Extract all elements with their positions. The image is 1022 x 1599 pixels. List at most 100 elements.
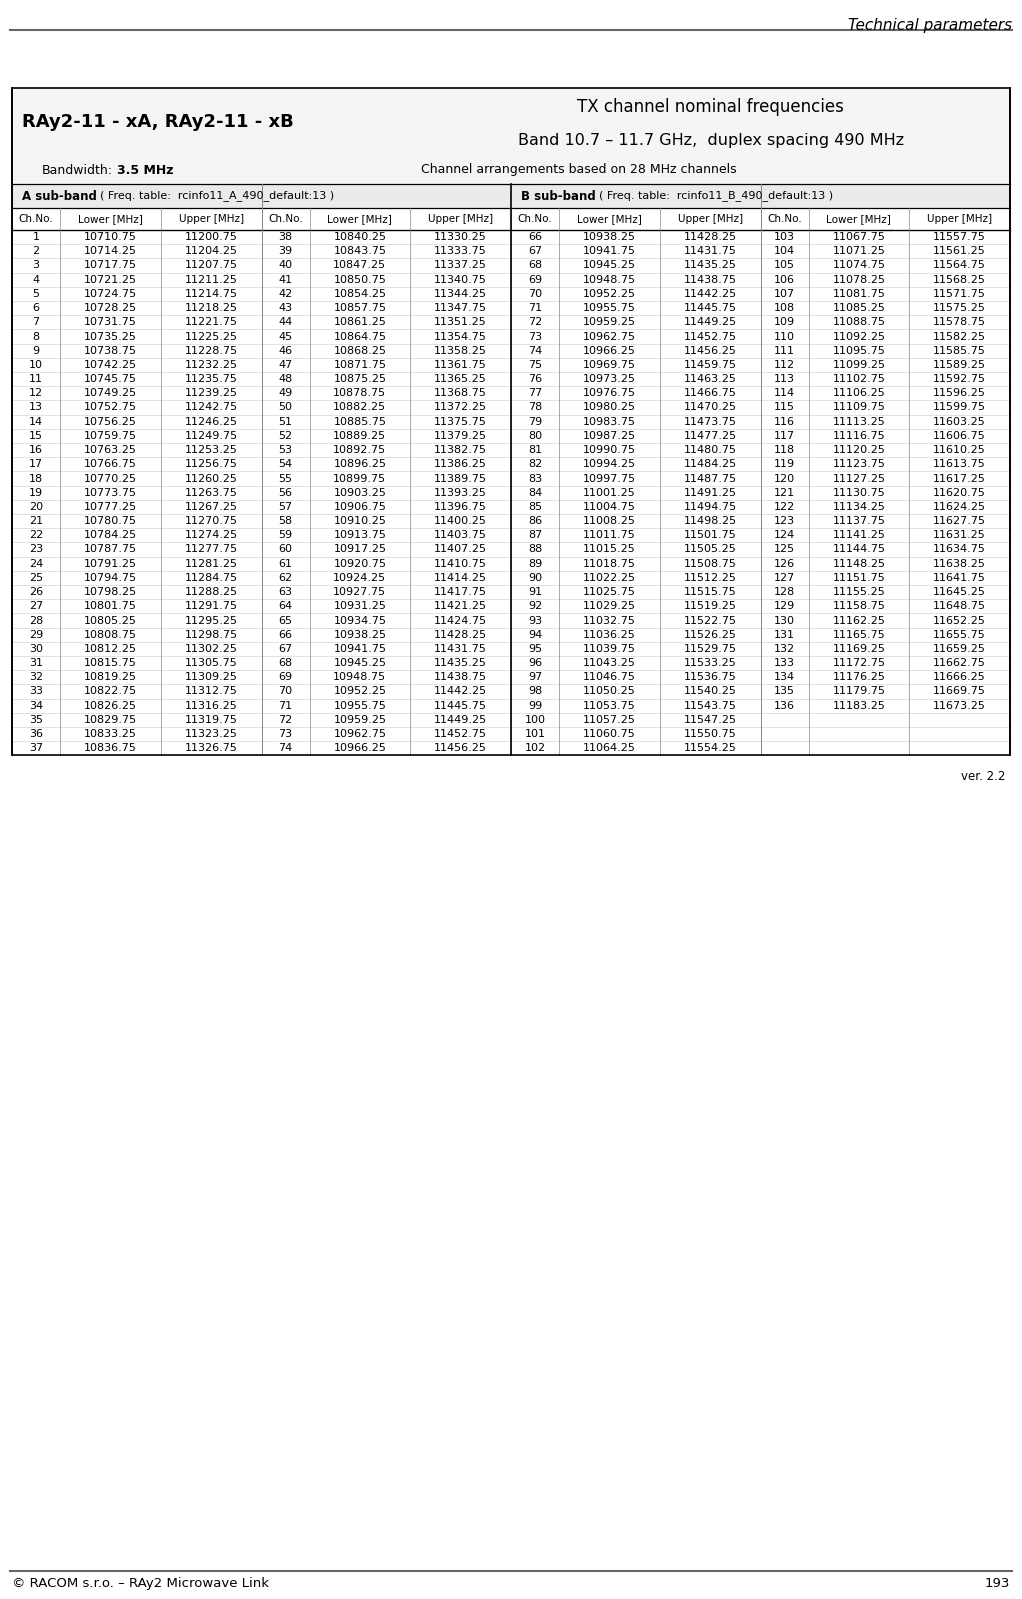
Text: 10763.25: 10763.25: [84, 445, 137, 456]
Text: 11375.75: 11375.75: [434, 417, 487, 427]
Text: B sub-band: B sub-band: [521, 190, 596, 203]
Text: 11298.75: 11298.75: [185, 630, 238, 640]
Text: 11582.25: 11582.25: [933, 331, 986, 342]
Text: 11529.75: 11529.75: [684, 644, 737, 654]
Text: 11519.25: 11519.25: [684, 601, 737, 611]
Text: 10759.75: 10759.75: [84, 430, 137, 441]
Text: 11144.75: 11144.75: [832, 545, 885, 555]
Text: 11459.75: 11459.75: [684, 360, 737, 369]
Text: 11424.75: 11424.75: [434, 616, 487, 625]
Text: 37: 37: [29, 744, 43, 753]
Text: 75: 75: [528, 360, 542, 369]
Text: 112: 112: [774, 360, 795, 369]
Text: 10805.25: 10805.25: [84, 616, 137, 625]
Text: 109: 109: [774, 317, 795, 328]
Text: 11001.25: 11001.25: [583, 488, 636, 497]
Text: 11487.75: 11487.75: [684, 473, 737, 483]
Text: 10738.75: 10738.75: [84, 345, 137, 355]
Text: 10892.75: 10892.75: [333, 445, 386, 456]
Text: 107: 107: [774, 289, 795, 299]
Text: 134: 134: [774, 672, 795, 683]
Text: 10917.25: 10917.25: [333, 545, 386, 555]
Text: 10710.75: 10710.75: [84, 232, 137, 241]
Text: 10728.25: 10728.25: [84, 304, 137, 313]
Text: 11074.75: 11074.75: [832, 261, 885, 270]
Text: ( Freq. table:  rcinfo11_A_490_default:13 ): ( Freq. table: rcinfo11_A_490_default:13…: [100, 190, 334, 201]
Text: 11172.75: 11172.75: [832, 659, 885, 668]
Text: 11428.25: 11428.25: [684, 232, 737, 241]
Text: 11018.75: 11018.75: [583, 558, 636, 569]
Text: 29: 29: [29, 630, 43, 640]
Text: 3.5 MHz: 3.5 MHz: [117, 163, 174, 176]
Text: 11200.75: 11200.75: [185, 232, 237, 241]
Text: 81: 81: [528, 445, 542, 456]
Text: 11337.25: 11337.25: [434, 261, 487, 270]
Text: 11547.25: 11547.25: [684, 715, 737, 724]
Text: 125: 125: [774, 545, 795, 555]
Text: 11116.75: 11116.75: [833, 430, 885, 441]
Text: 11204.25: 11204.25: [185, 246, 238, 256]
Text: 16: 16: [29, 445, 43, 456]
Text: 10938.25: 10938.25: [333, 630, 386, 640]
Text: 11652.25: 11652.25: [933, 616, 986, 625]
Text: 11578.75: 11578.75: [933, 317, 986, 328]
Text: 96: 96: [528, 659, 542, 668]
Text: 11666.25: 11666.25: [933, 672, 986, 683]
Text: 59: 59: [278, 531, 292, 540]
Text: 12: 12: [29, 389, 43, 398]
Text: 11606.75: 11606.75: [933, 430, 986, 441]
Text: 11267.25: 11267.25: [185, 502, 238, 512]
Text: Band 10.7 – 11.7 GHz,  duplex spacing 490 MHz: Band 10.7 – 11.7 GHz, duplex spacing 490…: [517, 133, 903, 149]
Text: 11039.75: 11039.75: [583, 644, 636, 654]
Text: 11179.75: 11179.75: [832, 686, 885, 697]
Text: 28: 28: [29, 616, 43, 625]
Text: 39: 39: [278, 246, 292, 256]
Text: 40: 40: [278, 261, 292, 270]
Text: 114: 114: [774, 389, 795, 398]
Text: 11242.75: 11242.75: [185, 403, 238, 413]
Text: 50: 50: [279, 403, 292, 413]
Text: 10808.75: 10808.75: [84, 630, 137, 640]
Text: 10791.25: 10791.25: [84, 558, 137, 569]
Text: 10836.75: 10836.75: [84, 744, 137, 753]
Text: 66: 66: [279, 630, 292, 640]
Text: 10983.75: 10983.75: [583, 417, 636, 427]
Text: 11669.75: 11669.75: [933, 686, 986, 697]
Text: 10731.75: 10731.75: [84, 317, 137, 328]
Text: 11624.25: 11624.25: [933, 502, 986, 512]
Text: Ch.No.: Ch.No.: [268, 214, 303, 224]
Text: 108: 108: [774, 304, 795, 313]
Text: 193: 193: [984, 1577, 1010, 1589]
Text: 11095.75: 11095.75: [833, 345, 885, 355]
Text: 11148.25: 11148.25: [832, 558, 885, 569]
Text: 136: 136: [774, 700, 795, 710]
Text: 11123.75: 11123.75: [833, 459, 885, 469]
Text: 120: 120: [774, 473, 795, 483]
Text: Ch.No.: Ch.No.: [18, 214, 53, 224]
Text: 74: 74: [528, 345, 542, 355]
Text: 87: 87: [528, 531, 542, 540]
Bar: [511, 184, 1010, 208]
Text: 11480.75: 11480.75: [684, 445, 737, 456]
Text: 10843.75: 10843.75: [333, 246, 386, 256]
Text: 14: 14: [29, 417, 43, 427]
Text: 10756.25: 10756.25: [84, 417, 137, 427]
Text: 10941.75: 10941.75: [333, 644, 386, 654]
Text: 41: 41: [278, 275, 292, 285]
Text: 11032.75: 11032.75: [583, 616, 636, 625]
Text: 82: 82: [528, 459, 542, 469]
Text: 10742.25: 10742.25: [84, 360, 137, 369]
Text: 10714.25: 10714.25: [84, 246, 137, 256]
Text: 48: 48: [278, 374, 292, 384]
Text: 26: 26: [29, 587, 43, 596]
Text: 32: 32: [29, 672, 43, 683]
Text: 11498.25: 11498.25: [684, 516, 737, 526]
Text: 11291.75: 11291.75: [185, 601, 238, 611]
Text: Ch.No.: Ch.No.: [768, 214, 802, 224]
Text: 11134.25: 11134.25: [833, 502, 885, 512]
Text: 95: 95: [528, 644, 542, 654]
Text: 10773.75: 10773.75: [84, 488, 137, 497]
Text: 10994.25: 10994.25: [583, 459, 636, 469]
Text: 104: 104: [774, 246, 795, 256]
Text: 11386.25: 11386.25: [434, 459, 487, 469]
